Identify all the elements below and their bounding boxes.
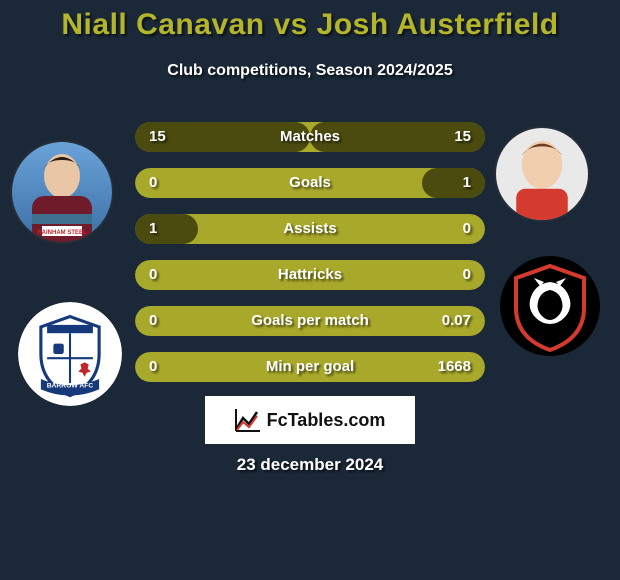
snapshot-date: 23 december 2024: [0, 455, 620, 475]
player-face-left: RAINHAM STEEL: [12, 142, 112, 242]
stat-label: Hattricks: [135, 260, 485, 290]
club-left-crest: BARROW AFC: [18, 302, 122, 406]
stat-row: 10Assists: [135, 214, 485, 244]
logo-text: FcTables.com: [267, 410, 386, 431]
stat-row: 01668Min per goal: [135, 352, 485, 382]
page-title: Niall Canavan vs Josh Austerfield: [0, 8, 620, 42]
svg-text:BARROW AFC: BARROW AFC: [47, 382, 94, 389]
player-right-avatar: [494, 126, 590, 222]
stat-row: 00Hattricks: [135, 260, 485, 290]
stat-label: Goals: [135, 168, 485, 198]
svg-text:RAINHAM STEEL: RAINHAM STEEL: [37, 230, 87, 236]
chart-icon: [235, 408, 261, 432]
fctables-logo: FcTables.com: [205, 396, 415, 444]
stat-bars: 1515Matches 01Goals 10Assists 00Hattricks 00…: [135, 122, 485, 398]
stat-label: Min per goal: [135, 352, 485, 382]
stat-label: Assists: [135, 214, 485, 244]
player-left-avatar: RAINHAM STEEL: [10, 140, 114, 244]
stat-row: 00.07Goals per match: [135, 306, 485, 336]
stat-label: Matches: [135, 122, 485, 152]
player-face-right: [496, 128, 588, 220]
stat-row: 01Goals: [135, 168, 485, 198]
stat-label: Goals per match: [135, 306, 485, 336]
club-right-crest: [500, 256, 600, 356]
subtitle: Club competitions, Season 2024/2025: [0, 62, 620, 80]
stat-row: 1515Matches: [135, 122, 485, 152]
